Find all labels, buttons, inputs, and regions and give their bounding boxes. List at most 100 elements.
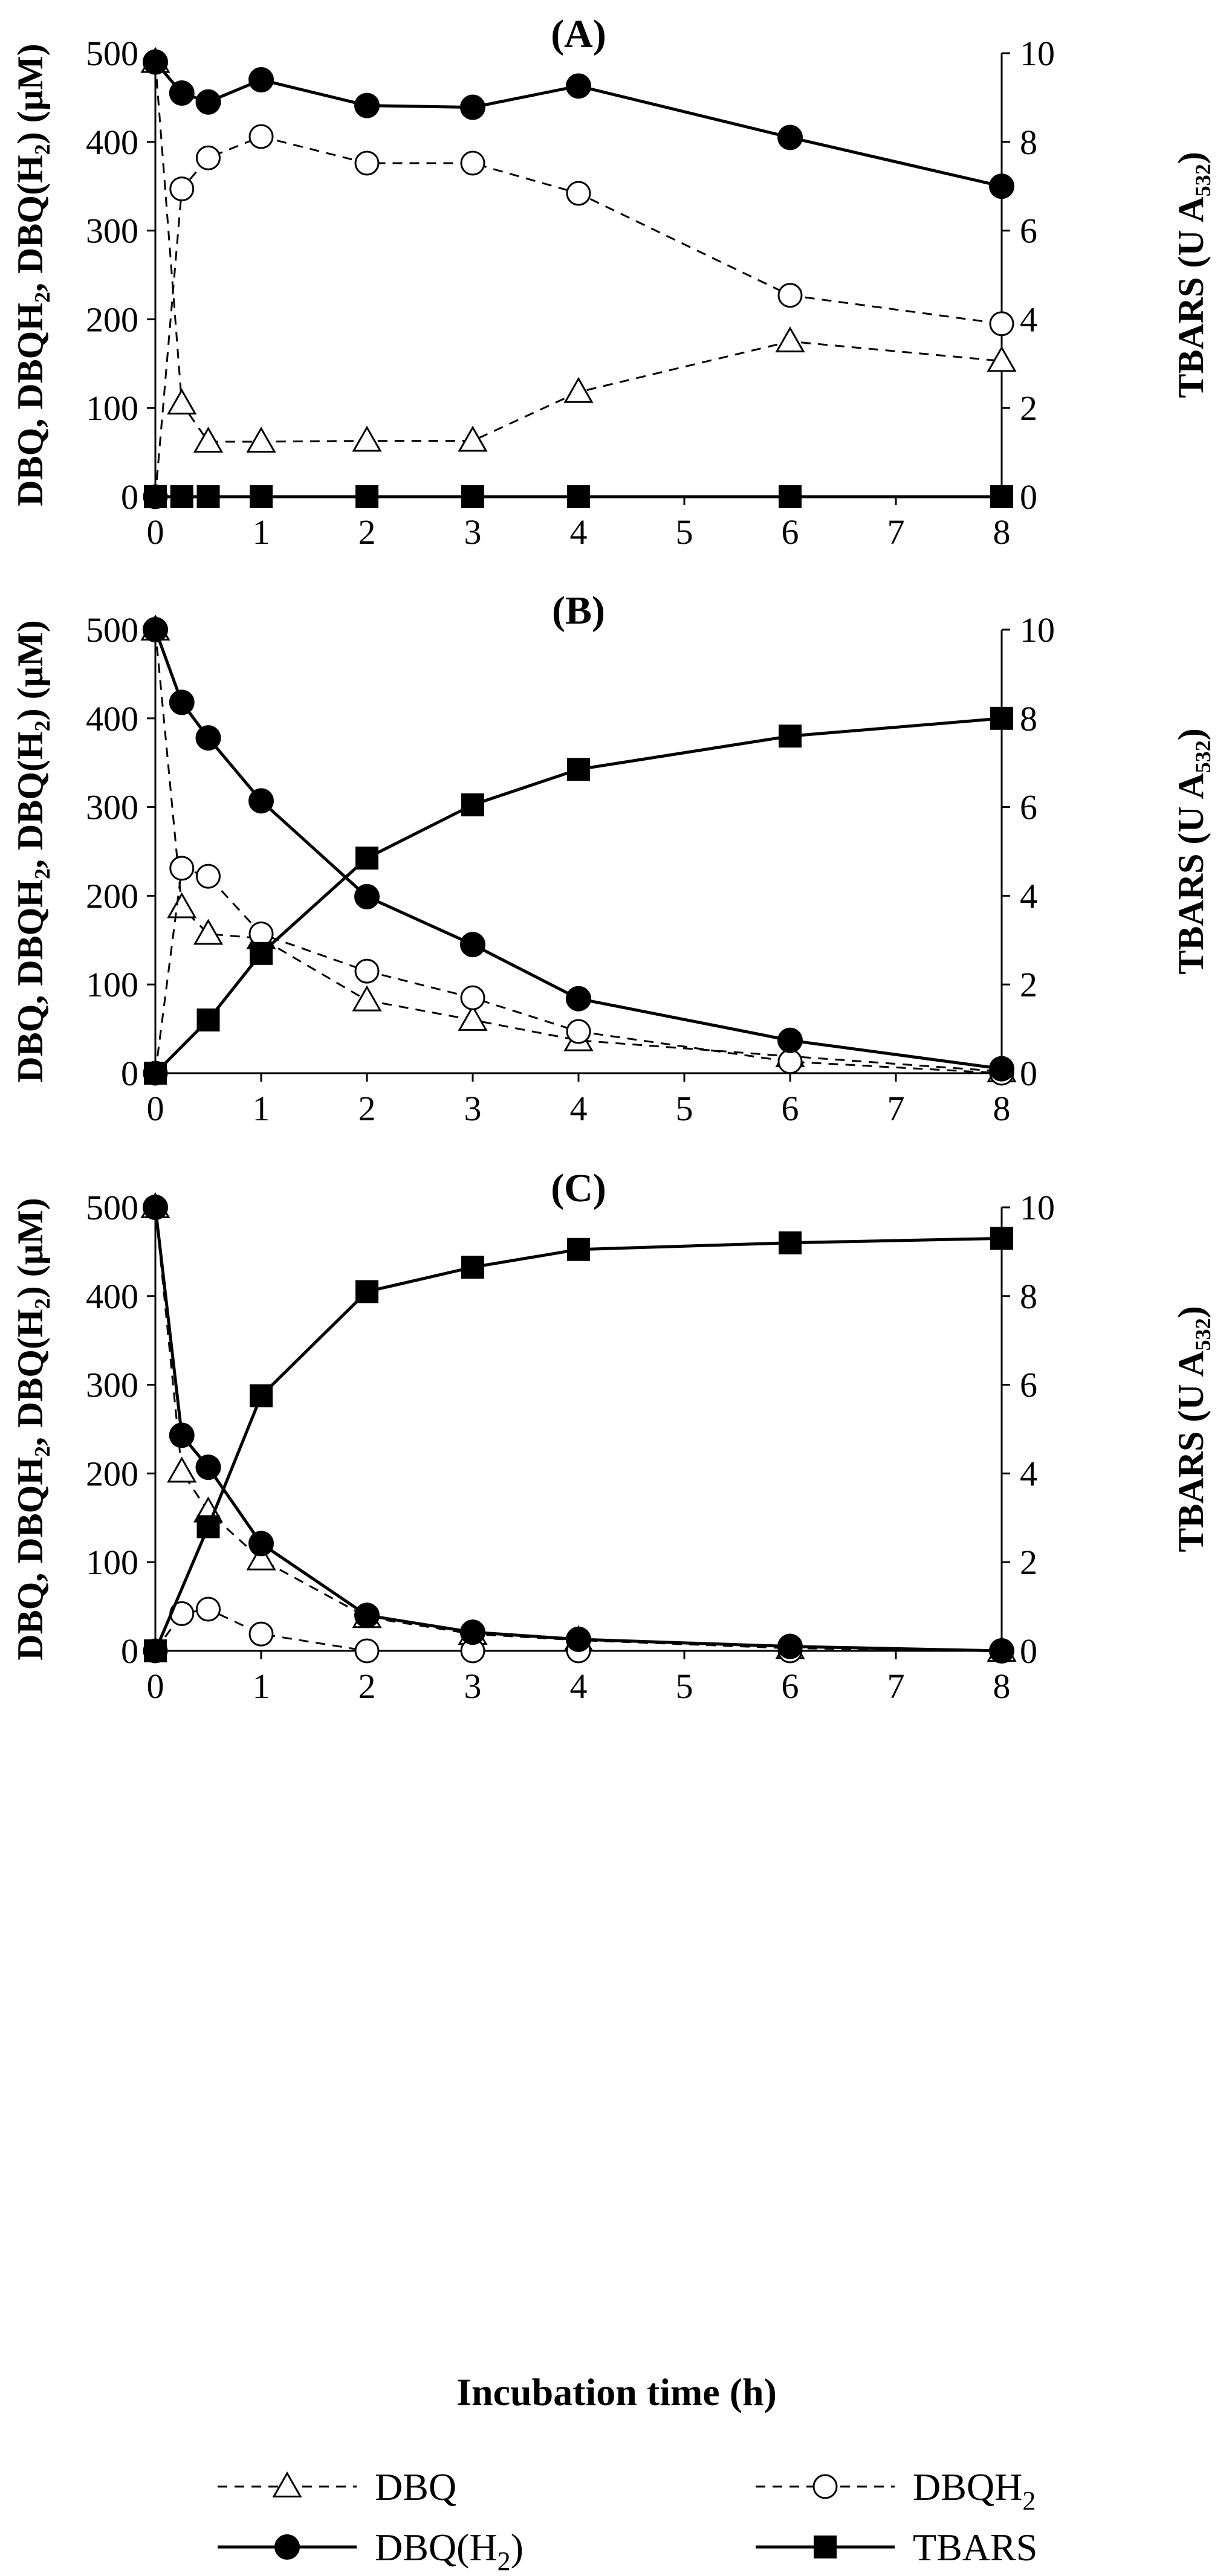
- data-point-dbqh2: [989, 173, 1014, 199]
- y-left-tick-label: 200: [86, 1454, 138, 1493]
- data-point-dbqh2: [248, 788, 274, 814]
- x-tick-label: 4: [570, 512, 588, 552]
- data-point-dbq: [167, 892, 197, 918]
- data-point-tbars: [567, 758, 590, 781]
- legend-label-main: DBQ: [375, 2465, 456, 2508]
- data-point-dbq: [563, 376, 594, 403]
- data-point-tbars: [144, 1062, 167, 1085]
- data-point-tbars: [461, 1256, 484, 1279]
- data-point-tbars: [196, 1515, 220, 1538]
- legend-label-main: DBQH: [913, 2465, 1022, 2508]
- x-tick-label: 0: [147, 1089, 164, 1128]
- data-point-dbq: [246, 426, 276, 453]
- data-point-dbqh2: [989, 311, 1014, 337]
- legend-label: DBQ(H2): [375, 2526, 524, 2576]
- data-point-dbqh2: [143, 617, 168, 642]
- y-axis-title-right: TBARS (U A₅₃₂): [1171, 728, 1211, 974]
- y-left-tick-label: 200: [86, 300, 138, 339]
- data-point-dbqh2: [566, 986, 591, 1012]
- data-point-tbars: [990, 1227, 1013, 1250]
- x-tick-label: 7: [887, 512, 905, 552]
- data-point-dbqh2: [566, 1626, 591, 1652]
- y-right-tick-label: 8: [1020, 123, 1037, 162]
- data-point-dbqh2: [248, 67, 274, 93]
- data-point-dbqh2: [989, 1056, 1014, 1082]
- data-point-tbars: [144, 1639, 167, 1662]
- y-left-tick-label: 400: [86, 123, 138, 162]
- data-point-dbq: [352, 985, 382, 1012]
- data-point-dbqh2: [777, 1027, 803, 1053]
- legend-label-main: DBQ(H: [375, 2526, 498, 2569]
- x-tick-label: 2: [358, 1667, 376, 1706]
- x-tick-label: 5: [676, 1089, 693, 1128]
- data-point-dbqh2: [777, 283, 803, 308]
- data-point-tbars: [250, 1384, 273, 1407]
- panel-title: (B): [552, 589, 605, 633]
- y-left-tick-label: 100: [86, 1543, 138, 1582]
- x-tick-label: 6: [782, 1667, 799, 1706]
- x-tick-label: 4: [570, 1667, 588, 1706]
- x-axis-title: Incubation time (h): [456, 2371, 777, 2413]
- data-point-tbars: [567, 1238, 590, 1261]
- data-point-dbqh2: [195, 725, 221, 751]
- data-point-dbq: [458, 1004, 488, 1031]
- data-point-dbq: [987, 346, 1017, 372]
- x-tick-label: 7: [887, 1667, 905, 1706]
- data-point-dbq: [775, 326, 805, 353]
- y-right-tick-label: 6: [1020, 1366, 1037, 1405]
- x-tick-label: 1: [253, 1089, 270, 1128]
- data-point-tbars: [779, 1231, 802, 1254]
- data-point-dbqh2: [460, 1619, 485, 1645]
- legend-label-suffix: ): [511, 2526, 524, 2569]
- legend-marker: [814, 2536, 837, 2558]
- data-point-dbqh2: [460, 932, 485, 958]
- y-right-tick-label: 4: [1020, 876, 1037, 915]
- y-right-tick-label: 8: [1020, 699, 1037, 738]
- legend-label-main: TBARS: [913, 2526, 1037, 2569]
- data-point-dbqh2: [196, 145, 221, 170]
- data-point-dbqh2: [354, 1638, 380, 1664]
- y-axis-title-right: TBARS (U A₅₃₂): [1171, 1306, 1211, 1552]
- panel-title: (C): [551, 1166, 606, 1210]
- data-point-tbars: [144, 485, 167, 508]
- y-axis-title-right: TBARS (U A₅₃₂): [1171, 152, 1211, 398]
- data-point-tbars: [779, 725, 802, 748]
- y-right-tick-label: 0: [1020, 1632, 1037, 1671]
- x-tick-label: 1: [253, 1667, 270, 1706]
- y-left-tick-label: 300: [86, 211, 138, 251]
- y-right-tick-label: 10: [1020, 1188, 1055, 1227]
- x-tick-label: 2: [358, 512, 376, 552]
- x-tick-label: 1: [253, 512, 270, 552]
- data-point-dbq: [193, 918, 224, 945]
- legend-marker: [274, 2534, 300, 2560]
- legend-label-subscript: 2: [1022, 2486, 1036, 2516]
- data-point-tbars: [461, 793, 484, 816]
- y-left-tick-label: 300: [86, 1366, 138, 1405]
- data-point-dbqh2: [248, 1621, 274, 1647]
- x-tick-label: 5: [676, 1667, 693, 1706]
- data-point-dbqh2: [777, 124, 803, 150]
- y-right-tick-label: 0: [1020, 1054, 1037, 1093]
- y-left-tick-label: 400: [86, 1277, 138, 1316]
- y-left-tick-label: 400: [86, 699, 138, 738]
- x-tick-label: 6: [782, 1089, 799, 1128]
- y-right-tick-label: 4: [1020, 1454, 1037, 1493]
- data-point-tbars: [355, 485, 378, 508]
- data-point-dbqh2: [566, 73, 591, 99]
- data-point-dbqh2: [460, 94, 485, 120]
- x-tick-label: 8: [993, 1089, 1011, 1128]
- data-point-dbqh2: [143, 1195, 168, 1220]
- y-right-tick-label: 6: [1020, 788, 1037, 827]
- panel-title: (A): [551, 12, 606, 56]
- x-tick-label: 8: [993, 1667, 1011, 1706]
- data-point-dbqh2: [143, 49, 168, 75]
- x-tick-label: 6: [782, 512, 799, 552]
- data-point-dbqh2: [248, 124, 274, 149]
- y-right-tick-label: 2: [1020, 965, 1037, 1004]
- data-point-dbqh2: [354, 150, 380, 176]
- data-point-tbars: [990, 485, 1013, 508]
